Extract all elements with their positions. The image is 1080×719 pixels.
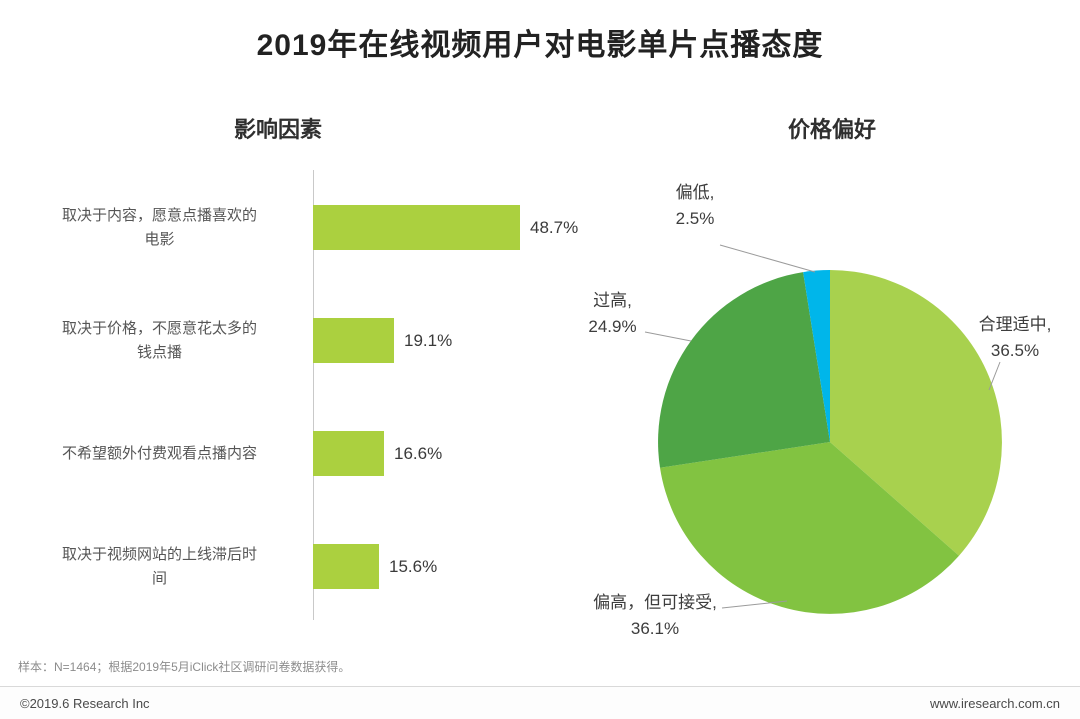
bar-row: 取决于视频网站的上线滞后时 间 15.6%	[16, 544, 437, 589]
footer-bar: ©2019.6 Research Inc www.iresearch.com.c…	[0, 686, 1080, 719]
pie-slice-label-too-high: 过高, 24.9%	[588, 291, 637, 336]
bar-category-label: 取决于视频网站的上线滞后时 间	[61, 546, 257, 587]
leader-line	[719, 244, 816, 273]
page-title: 2019年在线视频用户对电影单片点播态度	[256, 29, 824, 62]
pie-chart-title: 价格偏好	[787, 117, 876, 142]
pie-chart	[644, 244, 1002, 614]
bar	[313, 431, 384, 476]
website-link[interactable]: www.iresearch.com.cn	[929, 695, 1060, 711]
pie-slice-label-low: 偏低, 2.5%	[675, 183, 715, 228]
pie-slice-label-acceptable: 偏高，但可接受, 36.1%	[593, 593, 717, 638]
bar-row: 不希望额外付费观看点播内容 16.6%	[16, 431, 442, 476]
bar-value-label: 19.1%	[404, 330, 453, 350]
bar-value-label: 48.7%	[530, 217, 579, 237]
bar-chart-title: 影响因素	[233, 117, 322, 142]
bar	[313, 544, 379, 589]
pie-slice-1	[660, 442, 959, 614]
bar-category-label: 不希望额外付费观看点播内容	[61, 444, 257, 462]
pie-slice-2	[658, 272, 830, 468]
bar-category-label: 取决于价格，不愿意花太多的 钱点播	[61, 320, 257, 361]
pie-slice-3	[803, 269, 830, 442]
copyright-text: ©2019.6 Research Inc	[20, 695, 150, 711]
sample-note: 样本：N=1464；根据2019年5月iClick社区调研问卷数据获得。	[18, 660, 351, 674]
bar	[313, 318, 394, 363]
bar-value-label: 16.6%	[394, 443, 443, 463]
y-axis-line	[313, 170, 314, 620]
bar-row: 取决于内容，愿意点播喜欢的 电影 48.7%	[16, 205, 578, 250]
bar-category-label: 取决于内容，愿意点播喜欢的 电影	[61, 207, 257, 248]
pie-slice-label-reasonable: 合理适中, 36.5%	[978, 315, 1052, 360]
pie-slice-0	[830, 270, 1002, 556]
leader-line	[644, 331, 692, 342]
leader-line	[721, 600, 788, 609]
bar-row: 取决于价格，不愿意花太多的 钱点播 19.1%	[16, 318, 452, 363]
leader-line	[988, 361, 1001, 391]
bar	[313, 205, 520, 250]
bar-value-label: 15.6%	[389, 556, 438, 576]
